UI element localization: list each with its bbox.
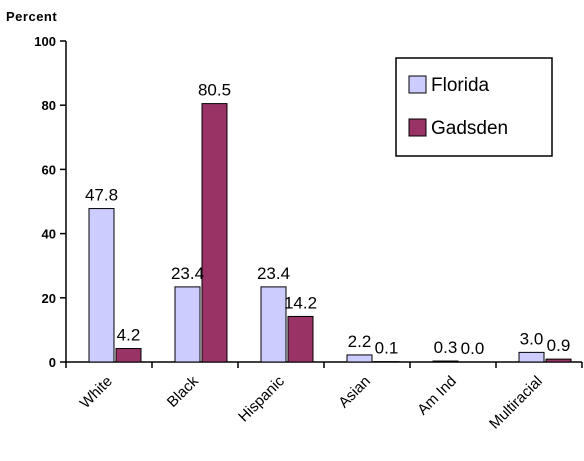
bar-florida-white bbox=[88, 208, 115, 363]
legend-swatch-gadsden bbox=[408, 118, 427, 137]
data-label: 3.0 bbox=[520, 329, 544, 348]
data-label: 0.3 bbox=[434, 338, 458, 357]
data-label: 23.4 bbox=[257, 264, 290, 283]
data-labels: 47.8 4.2 23.4 80.5 23.4 14.2 2.2 0.1 0.3 0.0 3.0 0.… bbox=[85, 81, 570, 358]
data-label: 2.2 bbox=[348, 332, 372, 351]
bar-florida-hispanic bbox=[260, 286, 287, 363]
legend-swatch-florida bbox=[408, 75, 427, 94]
bar-gadsden-multiracial bbox=[545, 358, 572, 363]
y-axis: 0 20 40 60 80 100 bbox=[34, 34, 67, 370]
legend-box bbox=[395, 57, 553, 157]
x-tick-labels: White Black Hispanic Asian Am Ind Multiracial bbox=[77, 372, 546, 432]
y-tick-label: 100 bbox=[34, 34, 56, 49]
x-axis bbox=[65, 361, 583, 368]
data-label: 80.5 bbox=[198, 81, 231, 100]
data-label: 0.1 bbox=[375, 339, 399, 358]
bar-gadsden-white bbox=[115, 348, 142, 363]
x-tick-label: Black bbox=[164, 372, 202, 410]
bar-florida-black bbox=[174, 286, 201, 363]
legend-label-gadsden: Gadsden bbox=[431, 118, 508, 139]
bar-florida-am-ind bbox=[432, 360, 459, 363]
y-tick-label: 20 bbox=[42, 291, 56, 306]
legend-label-florida: Florida bbox=[431, 75, 490, 96]
bars bbox=[88, 103, 572, 363]
x-tick-label: White bbox=[77, 373, 116, 412]
data-label: 0.9 bbox=[547, 336, 571, 355]
data-label: 14.2 bbox=[284, 293, 317, 312]
data-label: 47.8 bbox=[85, 186, 118, 205]
y-tick-label: 60 bbox=[42, 162, 56, 177]
x-tick-label: Asian bbox=[335, 373, 374, 412]
data-label: 0.0 bbox=[461, 339, 485, 358]
y-tick-label: 40 bbox=[42, 227, 56, 242]
x-tick-label: Multiracial bbox=[486, 373, 546, 433]
bar-florida-asian bbox=[346, 354, 373, 363]
data-label: 23.4 bbox=[171, 264, 204, 283]
legend: Florida Gadsden bbox=[395, 57, 553, 157]
data-label: 4.2 bbox=[117, 326, 141, 345]
bar-florida-multiracial bbox=[518, 351, 545, 363]
y-tick-label: 0 bbox=[49, 355, 56, 370]
y-axis-label: Percent bbox=[6, 9, 57, 24]
bar-gadsden-hispanic bbox=[287, 315, 314, 363]
bar-gadsden-black bbox=[201, 103, 228, 363]
y-tick-label: 80 bbox=[42, 98, 56, 113]
x-tick-label: Hispanic bbox=[235, 372, 288, 425]
x-tick-label: Am Ind bbox=[414, 373, 460, 419]
